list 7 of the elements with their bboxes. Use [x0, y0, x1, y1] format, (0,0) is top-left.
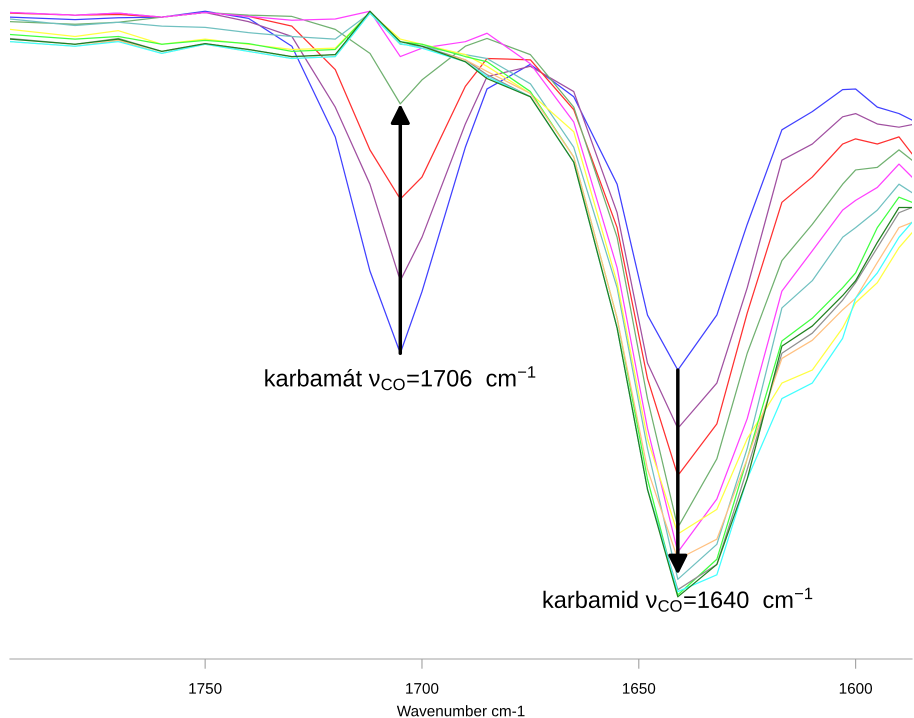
- x-tick-label: 1600: [840, 683, 872, 694]
- x-tick-label: 1650: [622, 683, 656, 694]
- x-tick-label: 1750: [189, 683, 222, 694]
- x-axis-title: Wavenumber cm-1: [396, 705, 524, 716]
- annotation: karbamát ν$_{CO}$=1706 cm$^{−1}$: [265, 366, 536, 390]
- annotation: karbamid ν$_{CO}$=1640 cm$^{−1}$: [544, 588, 812, 612]
- x-tick-label: 1700: [406, 683, 438, 694]
